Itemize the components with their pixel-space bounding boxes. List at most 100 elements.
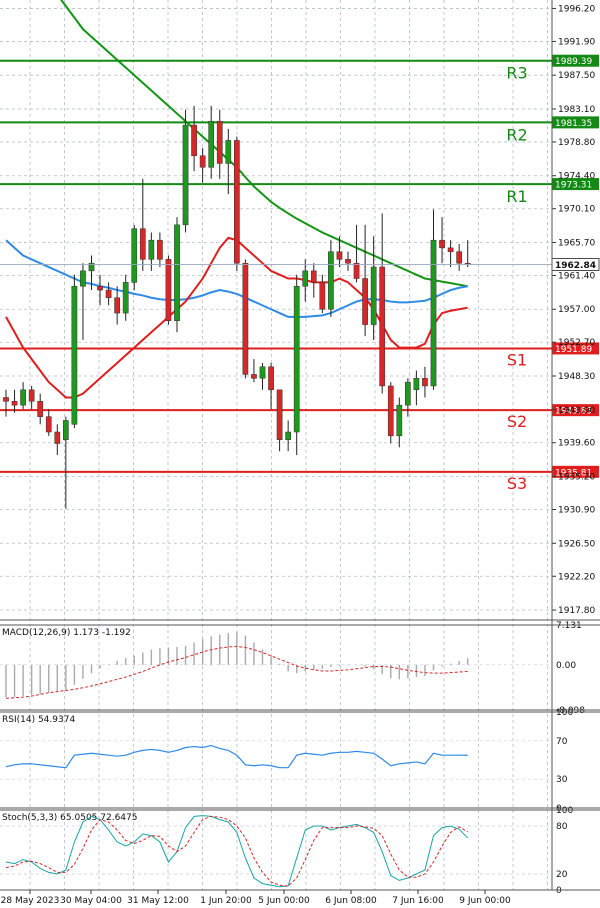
time-tick-label: 9 Jun 00:00: [459, 896, 511, 906]
time-tick-label: 6 Jun 08:00: [325, 896, 377, 906]
candle-body: [174, 224, 180, 321]
price-tick-label: 1935.20: [558, 473, 595, 483]
price-tick-label: 1943.90: [558, 406, 595, 416]
candle-body: [80, 270, 86, 287]
candle-body: [157, 239, 163, 260]
candle-body: [11, 401, 18, 406]
price-tick-label: 1965.70: [558, 238, 595, 248]
level-price-label: 1989.39: [555, 57, 592, 67]
candle-body: [379, 266, 386, 387]
candle-body: [251, 374, 257, 379]
candle-body: [430, 239, 437, 387]
candle-body: [54, 431, 61, 444]
time-tick-label: 30 May 04:00: [60, 896, 122, 906]
price-panel: R3 1989.39 R2 1981.35 R1 1973.31 S1 1951.89 S2 19…: [0, 0, 600, 509]
price-tick-label: 1952.70: [558, 338, 595, 348]
candle-body: [37, 401, 44, 417]
stoch-d-line: [5, 815, 468, 887]
time-tick-label: 31 May 12:00: [127, 896, 189, 906]
price-tick-label: 1974.40: [558, 172, 595, 182]
rsi-panel: RSI(14) 54.9374 100 70 30 0: [0, 708, 573, 814]
level-price-label: 1951.89: [555, 345, 592, 355]
price-tick-label: 1930.90: [558, 506, 595, 516]
price-tick-label: 1917.80: [558, 606, 595, 616]
candle-body: [63, 420, 69, 440]
candle-body: [396, 404, 403, 437]
level-name-s3: S3: [507, 474, 527, 493]
candle-body: [310, 270, 317, 283]
candle-body: [225, 140, 232, 164]
candle-body: [328, 251, 334, 310]
candle-body: [234, 140, 240, 264]
price-tick-label: 1948.30: [558, 372, 595, 382]
rsi-label: RSI(14) 54.9374: [2, 715, 75, 725]
candle-body: [114, 297, 121, 314]
stoch-tick-label: 80: [556, 822, 568, 832]
candle-body: [362, 278, 368, 325]
candle-body: [285, 431, 291, 440]
macd-signal-line: [5, 645, 468, 699]
price-tick-label: 1957.00: [558, 305, 595, 315]
stoch-panel: Stoch(5,3,3) 65.0505 72.6475 100 80 20 0: [0, 806, 573, 896]
candle-body: [20, 389, 26, 406]
candle-body: [387, 385, 394, 437]
candle-body: [88, 262, 95, 272]
price-tick-label: 1996.20: [558, 4, 595, 14]
level-price-box: [552, 54, 599, 67]
candle-body: [336, 251, 343, 260]
level-price-label: 1973.31: [555, 181, 592, 191]
macd-tick-label: 0.00: [556, 661, 576, 671]
time-tick-label: 28 May 2023: [1, 896, 60, 906]
macd-tick-label: 7.131: [556, 621, 582, 631]
candle-body: [268, 366, 274, 391]
candle-body: [439, 239, 445, 249]
candle-body: [456, 251, 462, 264]
macd-panel: MACD(12,26,9) 1.173 -1.192 7.131 0.00 -8.09…: [0, 621, 585, 716]
candle-body: [353, 262, 360, 279]
stoch-tick-label: 20: [556, 870, 568, 880]
level-price-label: 1981.35: [555, 119, 592, 129]
level-price-label: 1943.85: [555, 407, 592, 417]
stoch-tick-label: 100: [556, 806, 573, 816]
candle-body: [302, 270, 309, 287]
price-tick-label: 1961.40: [558, 271, 595, 281]
candle-body: [242, 262, 249, 375]
stoch-label: Stoch(5,3,3) 65.0505 72.6475: [2, 813, 137, 823]
rsi-tick-label: 0: [556, 804, 562, 814]
last-price-label: 1962.84: [555, 261, 596, 271]
candle-body: [208, 120, 215, 168]
price-tick-label: 1991.90: [558, 37, 595, 47]
candle-body: [405, 381, 411, 406]
candle-body: [370, 266, 377, 325]
rsi-tick-label: 100: [556, 708, 573, 718]
level-price-box: [552, 342, 599, 355]
level-name-s2: S2: [507, 412, 527, 431]
rsi-line: [5, 744, 468, 769]
candle-body: [105, 289, 112, 298]
time-tick-label: 1 Jun 20:00: [200, 896, 252, 906]
stoch-tick-label: 0: [556, 886, 562, 896]
chart-grid: [0, 0, 552, 890]
level-name-s1: S1: [507, 350, 527, 369]
level-price-box: [552, 178, 599, 191]
level-name-r2: R2: [506, 125, 527, 144]
price-tick-label: 1922.20: [558, 572, 595, 582]
level-name-r3: R3: [506, 64, 527, 83]
candle-body: [345, 259, 351, 264]
candle-body: [319, 282, 326, 310]
candle-body: [131, 228, 138, 283]
candle-body: [122, 282, 129, 314]
macd-tick-label: -8.098: [556, 706, 585, 716]
level-name-r1: R1: [506, 187, 527, 206]
price-tick-label: 1983.10: [558, 105, 595, 115]
price-tick-label: 1926.50: [558, 539, 595, 549]
level-price-box: [552, 404, 599, 417]
stoch-k-line: [5, 815, 469, 888]
price-tick-label: 1939.60: [558, 439, 595, 449]
candle-body: [276, 389, 283, 440]
candle-body: [71, 285, 78, 425]
candle-body: [216, 120, 223, 164]
candle-body: [97, 285, 103, 291]
